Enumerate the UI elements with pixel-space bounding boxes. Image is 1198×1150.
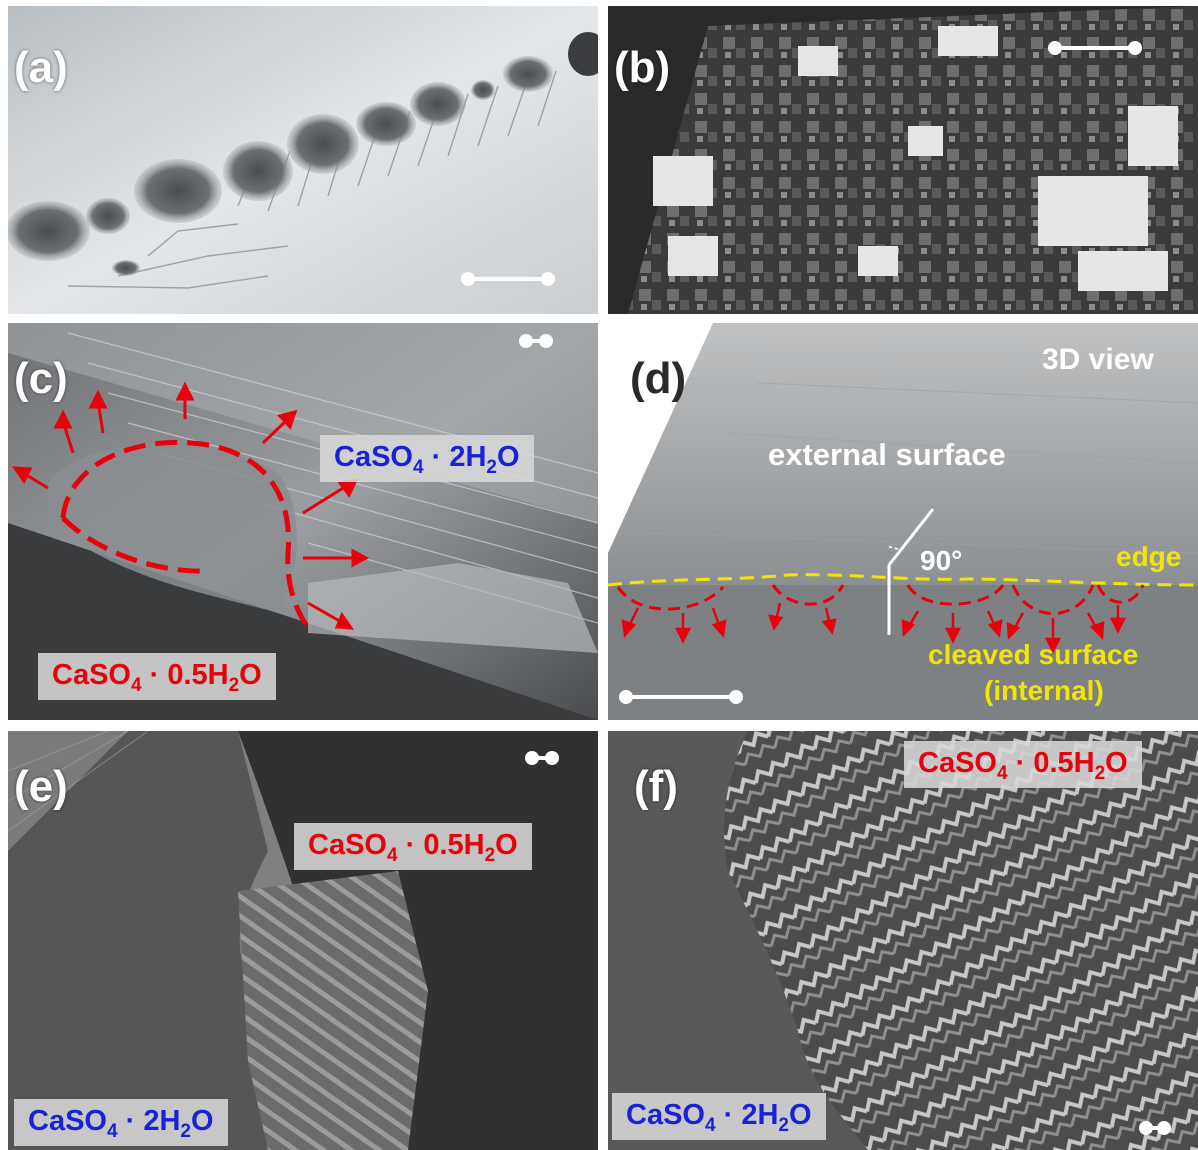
panel-e: (e) CaSO4 · 0.5H2O CaSO4 · 2H2O [8,731,598,1150]
panel-e-hemihydrate-tag: CaSO4 · 0.5H2O [294,823,532,870]
panel-d: (d) 3D view external surface 90° edge cl… [608,323,1198,720]
panel-d-angle-label: 90° [920,545,963,576]
panel-f-dihydrate-tag: CaSO4 · 2H2O [612,1093,826,1140]
panel-d-edge-label: edge [1116,541,1182,572]
panel-d-scale-bar [619,690,743,704]
panel-f: (f) CaSO4 · 0.5H2O CaSO4 · 2H2O [608,731,1198,1150]
panel-b-micrograph [608,6,1198,314]
panel-c-micrograph [8,323,598,720]
panel-a-micrograph [8,6,598,314]
panel-d-view-label: 3D view [1042,343,1154,376]
panel-c-label: (c) [14,354,68,403]
panel-f-hemihydrate-tag: CaSO4 · 0.5H2O [904,741,1142,788]
panel-f-scale-bar [1139,1121,1171,1135]
panel-a-scale-bar [461,272,555,286]
panel-e-scale-bar [525,751,559,765]
panel-f-label: (f) [634,762,678,811]
panel-d-cleaved-label: cleaved surface [928,639,1139,670]
panel-f-micrograph [608,731,1198,1150]
panel-d-micrograph [608,323,1198,720]
panel-c: (c) CaSO4 · 2H2O CaSO4 · 0.5H2O [8,323,598,720]
panel-e-micrograph [8,731,598,1150]
panel-e-dihydrate-tag: CaSO4 · 2H2O [14,1099,228,1146]
panel-d-arrows [621,602,1127,654]
panel-c-scale-bar [519,334,553,348]
panel-b: (b) [608,6,1198,314]
panel-a-label: (a) [14,43,68,92]
panel-b-label: (b) [614,43,671,92]
panel-c-hemihydrate-tag: CaSO4 · 0.5H2O [38,653,276,700]
panel-c-arrows [11,381,370,630]
panel-b-scale-bar [1048,41,1142,55]
panel-c-dihydrate-tag: CaSO4 · 2H2O [320,435,534,482]
panel-d-external-label: external surface [768,437,1006,472]
panel-e-label: (e) [14,762,68,811]
panel-d-internal-label: (internal) [984,675,1104,706]
panel-d-right-angle [887,508,935,635]
panel-a: (a) [8,6,598,314]
panel-d-label: (d) [630,354,687,403]
